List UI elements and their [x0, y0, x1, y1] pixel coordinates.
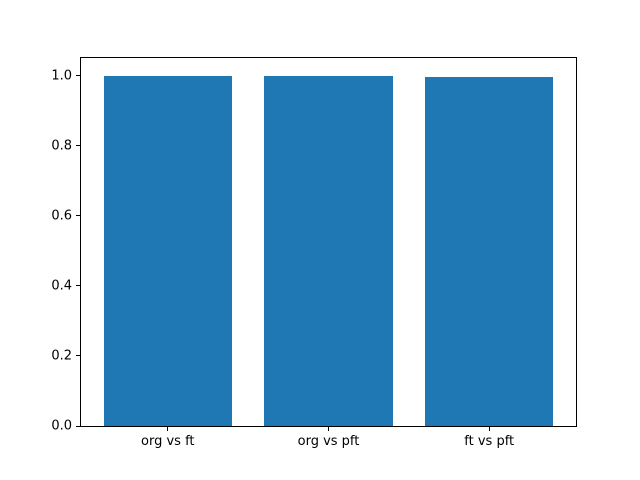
x-tick-label-org-vs-ft: org vs ft — [141, 434, 195, 449]
y-tick-0.2 — [76, 355, 80, 357]
y-tick-label-0.4: 0.4 — [51, 278, 72, 294]
y-tick-label-0.6: 0.6 — [51, 208, 72, 224]
y-tick-label-0.2: 0.2 — [51, 348, 72, 364]
plot-area: org vs ft org vs pft ft vs pft 0.0 0.2 0.4 0.6… — [51, 57, 577, 448]
y-tick-label-1.0: 1.0 — [51, 68, 72, 84]
y-tick-0.4 — [76, 285, 80, 287]
y-tick-0.0 — [76, 425, 80, 427]
x-tick-org-vs-pft — [328, 427, 329, 431]
y-tick-label-0.0: 0.0 — [51, 418, 72, 434]
bar-org-vs-pft — [264, 76, 393, 426]
x-tick-label-ft-vs-pft: ft vs pft — [464, 434, 515, 449]
y-tick-1.0 — [76, 75, 80, 77]
bar-ft-vs-pft — [424, 77, 554, 426]
x-tick-org-vs-ft — [167, 427, 169, 431]
x-tick-label-org-vs-pft: org vs pft — [297, 434, 360, 449]
y-tick-0.6 — [76, 215, 80, 217]
bar-org-vs-ft — [103, 76, 233, 426]
y-tick-label-0.8: 0.8 — [51, 138, 72, 154]
x-tick-ft-vs-pft — [488, 427, 490, 431]
y-tick-0.8 — [76, 145, 80, 147]
